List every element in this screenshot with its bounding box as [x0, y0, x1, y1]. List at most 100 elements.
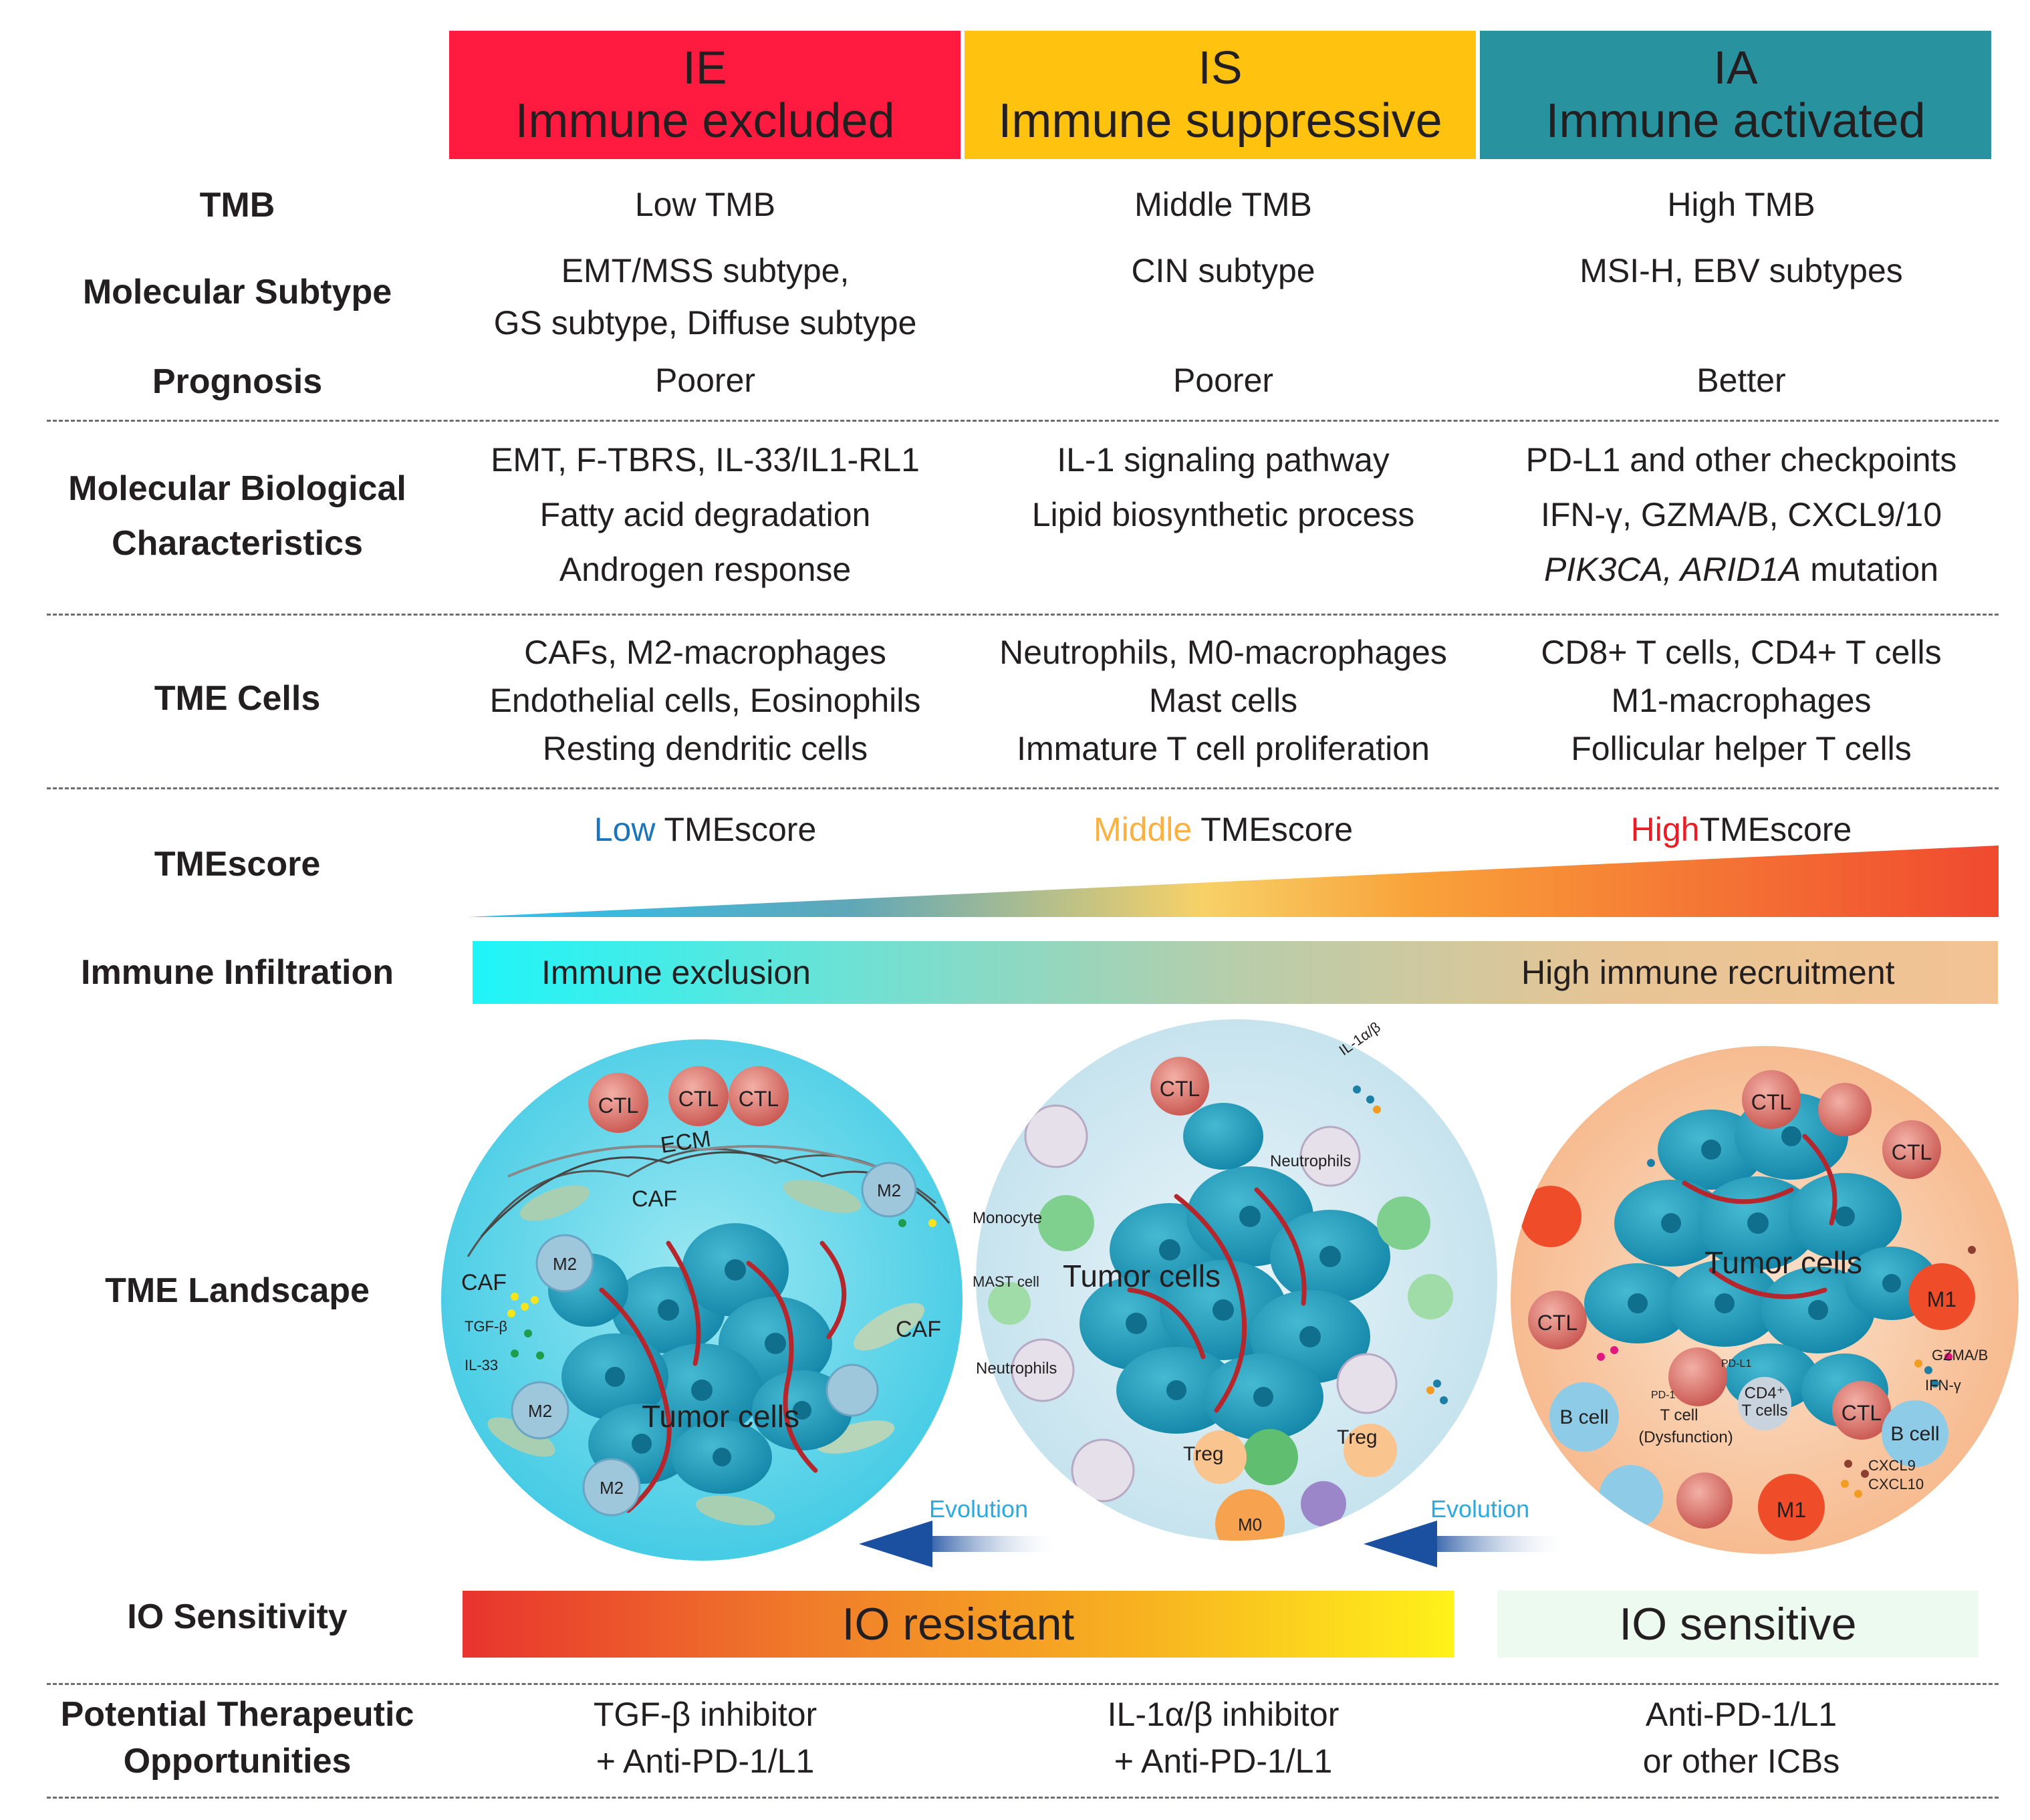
therapy-is-line-2: + Anti-PD-1/L1: [1114, 1742, 1333, 1780]
ie-m2-4: M2: [600, 1478, 624, 1498]
ie-ctl-1: CTL: [598, 1093, 638, 1118]
header-is-name: Immune suppressive: [998, 94, 1442, 148]
header-ie: IE Immune excluded: [449, 31, 961, 159]
ie-m2-2: M2: [553, 1254, 577, 1274]
prognosis-is: Poorer: [1172, 362, 1274, 399]
tmescore-is-suffix: TMEscore: [1200, 811, 1354, 848]
ia-dysfunction: (Dysfunction): [1638, 1428, 1733, 1446]
therapy-ie-line-1: TGF-β inhibitor: [593, 1696, 817, 1733]
tmescore-is-level: Middle: [1093, 811, 1192, 848]
is-mast-cell: MAST cell: [973, 1273, 1039, 1290]
io-sensitive-bar: IO sensitive: [1497, 1591, 1979, 1658]
divider-1: [47, 420, 1999, 422]
ia-ifng: IFN-γ: [1925, 1377, 1961, 1394]
row-label-tmescore: TMEscore: [154, 845, 321, 884]
ia-landscape: CTL CTL CTL CTL Tumor cells M1 M1 PD-L1 …: [1511, 1046, 2019, 1554]
therapy-ia: Anti-PD-1/L1 or other ICBs: [1474, 1691, 2009, 1785]
tmb-ie: Low TMB: [634, 186, 776, 223]
io-resistant-bar: IO resistant: [463, 1591, 1454, 1658]
infiltration-right: High immune recruitment: [1521, 954, 1895, 991]
ie-m2-1: M2: [877, 1180, 901, 1200]
is-landscape: CTL IL-1α/β Neutrophils Monocyte MAST ce…: [973, 1019, 1497, 1541]
is-m0: M0: [1238, 1515, 1262, 1535]
biology-is-line-2: Lipid biosynthetic process: [1031, 496, 1415, 533]
biology-ie-line-3: Androgen response: [559, 551, 852, 588]
ia-m1-2: M1: [1777, 1498, 1806, 1522]
divider-3: [47, 787, 1999, 789]
tmescore-ie-suffix: TMEscore: [664, 811, 817, 848]
therapy-ia-line-2: or other ICBs: [1642, 1742, 1840, 1780]
ie-ctl-3: CTL: [739, 1087, 779, 1111]
header-ia-name: Immune activated: [1545, 94, 1926, 148]
row-label-therapy-line-1: Potential Therapeutic: [60, 1695, 414, 1734]
cells-ia-line-3: Follicular helper T cells: [1571, 730, 1912, 767]
row-label-infiltration: Immune Infiltration: [81, 953, 394, 992]
biology-ia-line-1: PD-L1 and other checkpoints: [1525, 441, 1957, 479]
io-resistant-label: IO resistant: [842, 1599, 1075, 1650]
tmescore-ia: HighTMEscore: [1474, 802, 2009, 857]
ia-ctl-4: CTL: [1842, 1401, 1882, 1425]
subtype-ie-line-1: EMT/MSS subtype,: [561, 252, 850, 289]
therapy-is-line-1: IL-1α/β inhibitor: [1107, 1696, 1340, 1733]
prognosis-ia: Better: [1696, 362, 1786, 399]
header-ie-code: IE: [682, 41, 727, 94]
ia-pdl1: PD-L1: [1721, 1358, 1751, 1370]
subtype-ie-line-2: GS subtype, Diffuse subtype: [493, 304, 917, 342]
ie-m2-3: M2: [528, 1401, 552, 1421]
row-label-tmb: TMB: [199, 186, 275, 225]
biology-ia-line-2: IFN-γ, GZMA/B, CXCL9/10: [1540, 496, 1942, 533]
row-label-landscape: TME Landscape: [105, 1271, 370, 1310]
tmescore-ie: Low TMEscore: [438, 802, 973, 857]
evolution-arrow-2: Evolution: [1364, 1495, 1564, 1567]
ia-m1-1: M1: [1927, 1287, 1956, 1311]
biology-is: IL-1 signaling pathway Lipid biosyntheti…: [956, 432, 1491, 542]
tmescore-is: Middle TMEscore: [956, 802, 1491, 857]
is-neutrophils-2: Neutrophils: [976, 1359, 1057, 1378]
row-label-subtype: Molecular Subtype: [82, 273, 392, 311]
biology-ie-line-2: Fatty acid degradation: [539, 496, 871, 533]
divider-4: [47, 1683, 1999, 1685]
ie-il33: IL-33: [465, 1357, 498, 1374]
row-label-io: IO Sensitivity: [127, 1597, 348, 1636]
is-tumor-cells: Tumor cells: [1063, 1259, 1221, 1293]
evolution-label-2: Evolution: [1430, 1495, 1529, 1523]
ie-caf-3: CAF: [896, 1317, 941, 1342]
ia-ctl-3: CTL: [1537, 1311, 1577, 1335]
evolution-label-1: Evolution: [929, 1495, 1028, 1523]
infiltration-bar: [473, 941, 1998, 1004]
tmb-ia: High TMB: [1667, 186, 1815, 223]
biology-ie-line-1: EMT, F-TBRS, IL-33/IL1-RL1: [491, 441, 920, 479]
subtype-is: CIN subtype: [1131, 252, 1315, 289]
ia-bcell-2: B cell: [1890, 1423, 1939, 1445]
is-neutrophils-1: Neutrophils: [1270, 1152, 1351, 1170]
biology-ia: PD-L1 and other checkpoints IFN-γ, GZMA/…: [1474, 432, 2009, 597]
row-label-biology-line-2: Characteristics: [112, 524, 363, 563]
header-ia-code: IA: [1713, 41, 1758, 94]
therapy-ia-line-1: Anti-PD-1/L1: [1645, 1696, 1837, 1733]
therapy-is: IL-1α/β inhibitor + Anti-PD-1/L1: [956, 1691, 1491, 1785]
divider-5: [47, 1797, 1999, 1799]
therapy-ie-line-2: + Anti-PD-1/L1: [596, 1742, 815, 1780]
tmescore-ie-level: Low: [594, 811, 656, 848]
cells-ie: CAFs, M2-macrophages Endothelial cells, …: [438, 628, 973, 773]
ie-tgf-beta: TGF-β: [465, 1318, 507, 1335]
tme-landscape-illustration: CTL CTL CTL ECM CAF CAF CAF M2 M2 M2 M2 …: [441, 1019, 2019, 1567]
is-treg-1: Treg: [1183, 1443, 1224, 1465]
biology-ie: EMT, F-TBRS, IL-33/IL1-RL1 Fatty acid de…: [438, 432, 973, 597]
is-ctl: CTL: [1160, 1077, 1200, 1101]
ia-gzma: GZMA/B: [1932, 1347, 1988, 1363]
cells-ie-line-3: Resting dendritic cells: [542, 730, 868, 767]
biology-ia-line-3: PIK3CA, ARID1A mutation: [1474, 542, 2009, 597]
prognosis-ie: Poorer: [654, 362, 756, 399]
row-label-biology-line-1: Molecular Biological: [68, 469, 406, 508]
cells-is-line-1: Neutrophils, M0-macrophages: [999, 634, 1447, 671]
ia-tcell: T cell: [1660, 1406, 1698, 1424]
tmescore-wedge: [468, 846, 1999, 917]
ia-cd4: CD4⁺: [1745, 1384, 1785, 1402]
ia-bcell-1: B cell: [1559, 1406, 1608, 1428]
header-ie-name: Immune excluded: [515, 94, 895, 148]
ie-caf-1: CAF: [632, 1186, 677, 1212]
ia-pd1: PD-1: [1651, 1390, 1676, 1401]
is-monocyte: Monocyte: [973, 1209, 1042, 1227]
row-label-prognosis: Prognosis: [152, 362, 323, 401]
